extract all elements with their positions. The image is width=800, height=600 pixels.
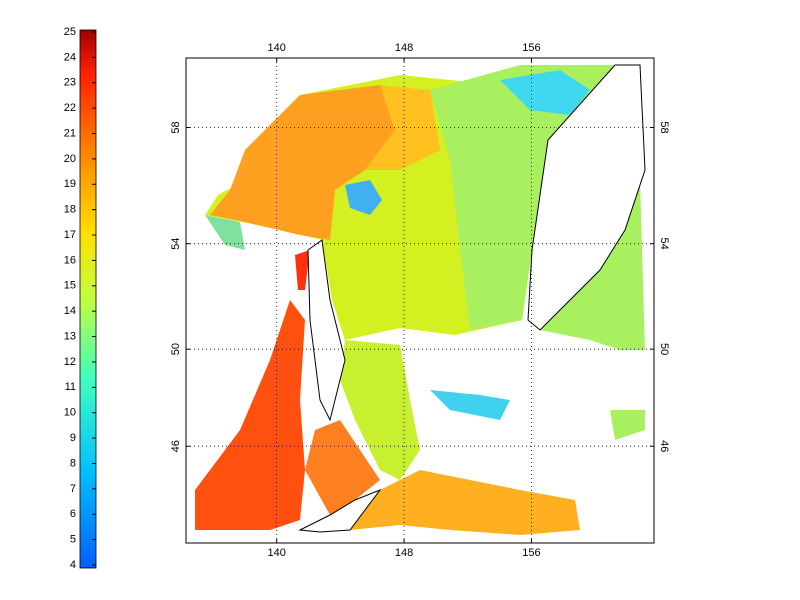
colorbar-tick-label: 21 — [64, 127, 76, 139]
colorbar-tick-label: 19 — [64, 178, 76, 190]
colorbar-tick-label: 17 — [64, 229, 76, 241]
colorbar-tick-label: 4 — [70, 559, 76, 571]
y-tick-label: 54 — [658, 238, 670, 250]
y-tick-label: 54 — [170, 238, 182, 250]
y-tick-label: 58 — [658, 121, 670, 133]
colorbar-tick-label: 16 — [64, 254, 76, 266]
y-tick-label: 50 — [658, 343, 670, 355]
colorbar-tick-label: 18 — [64, 204, 76, 216]
colorbar-tick-label: 10 — [64, 407, 76, 419]
x-tick-label: 140 — [268, 42, 286, 54]
colorbar-tick-label: 15 — [64, 280, 76, 292]
colorbar-tick-label: 9 — [70, 432, 76, 444]
map-frame — [185, 57, 655, 544]
x-tick-label: 140 — [268, 547, 286, 559]
colorbar-tick-label: 24 — [64, 51, 76, 63]
colorbar-tick-label: 22 — [64, 102, 76, 114]
colorbar-tick-label: 14 — [64, 305, 76, 317]
colorbar-tick-label: 6 — [70, 508, 76, 520]
y-tick-label: 50 — [170, 343, 182, 355]
colorbar-tick-label: 8 — [70, 457, 76, 469]
colorbar-tick-label: 25 — [64, 26, 76, 38]
y-tick-label: 46 — [170, 440, 182, 452]
colorbar-tick-label: 20 — [64, 153, 76, 165]
y-tick-label: 58 — [170, 121, 182, 133]
x-tick-label: 148 — [395, 42, 413, 54]
colorbar-tick-label: 12 — [64, 356, 76, 368]
land — [298, 64, 646, 533]
x-tick-label: 156 — [522, 547, 540, 559]
colorbar-tick-label: 13 — [64, 330, 76, 342]
colorbar-tick-label: 23 — [64, 77, 76, 89]
x-tick-label: 148 — [395, 547, 413, 559]
sst-field — [195, 65, 645, 535]
colorbar-tick-label: 5 — [70, 534, 76, 546]
colorbar-tick-label: 11 — [65, 381, 76, 393]
x-tick-label: 156 — [522, 42, 540, 54]
colorbar-tick-label: 7 — [70, 483, 76, 495]
y-tick-label: 46 — [658, 440, 670, 452]
colorbar — [79, 29, 97, 569]
